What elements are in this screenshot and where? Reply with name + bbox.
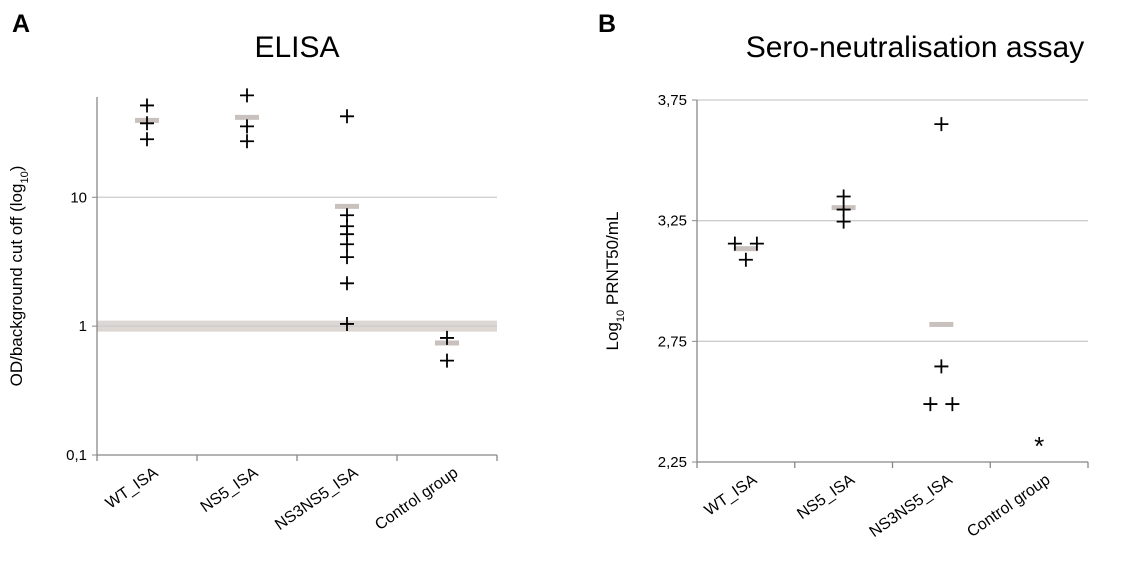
x-tick-label: Control group — [964, 471, 1053, 541]
y-tick-label: 0,1 — [66, 447, 87, 464]
y-tick-label: 10 — [70, 189, 87, 206]
y-axis-label-part: ) — [7, 166, 26, 172]
data-point — [140, 116, 154, 131]
x-tick-label: Control group — [372, 464, 461, 534]
data-point — [836, 202, 851, 217]
data-point — [140, 132, 154, 147]
y-tick-label: 2,25 — [658, 454, 687, 471]
y-tick-label: 1 — [79, 318, 87, 335]
data-point — [923, 397, 938, 412]
x-tick-label: WT_ISA — [702, 471, 761, 519]
panel-letter: B — [598, 10, 616, 38]
data-point — [738, 252, 753, 267]
y-tick-label: 2,75 — [658, 333, 687, 350]
y-tick-label: 3,25 — [658, 213, 687, 230]
x-tick-label: NS5_ISA — [794, 471, 858, 523]
panel-letter: A — [12, 10, 30, 38]
y-axis-label-part: PRNT50/mL — [603, 212, 622, 310]
data-point — [836, 214, 851, 229]
data-point — [340, 276, 354, 291]
data-point — [727, 236, 742, 251]
data-point — [749, 236, 764, 251]
data-point — [340, 237, 354, 252]
data-point — [440, 330, 454, 345]
data-point — [836, 189, 851, 204]
data-point — [340, 250, 354, 265]
mean-bar — [235, 114, 259, 120]
y-axis-label-part: 10 — [19, 171, 31, 183]
x-tick-label: WT_ISA — [103, 464, 162, 512]
data-point — [340, 316, 354, 331]
y-axis-label-part: OD/background cut off (log — [7, 184, 26, 387]
data-point — [945, 397, 960, 412]
data-point — [240, 88, 254, 103]
y-tick-label: 3,75 — [658, 92, 687, 109]
chart-title: Sero-neutralisation assay — [746, 31, 1085, 64]
x-tick-label: NS3NS5_ISA — [867, 471, 956, 541]
data-point — [934, 117, 949, 132]
mean-bar — [929, 321, 954, 327]
x-tick-label: NS3NS5_ISA — [272, 464, 361, 534]
data-point: * — [1034, 431, 1044, 461]
y-axis-label: OD/background cut off (log10) — [7, 166, 31, 387]
data-point — [440, 353, 454, 368]
mean-bar — [335, 203, 359, 209]
x-tick-label: NS5_ISA — [198, 464, 262, 516]
y-axis-label: Log10 PRNT50/mL — [603, 212, 627, 351]
y-axis-label-part: 10 — [615, 310, 627, 322]
data-point — [340, 109, 354, 124]
data-point — [240, 119, 254, 134]
data-point — [240, 134, 254, 149]
chart-title: ELISA — [254, 31, 339, 64]
data-point — [140, 98, 154, 113]
mean-bar — [733, 246, 758, 252]
data-point — [934, 359, 949, 374]
y-axis-label-part: Log — [603, 322, 622, 350]
